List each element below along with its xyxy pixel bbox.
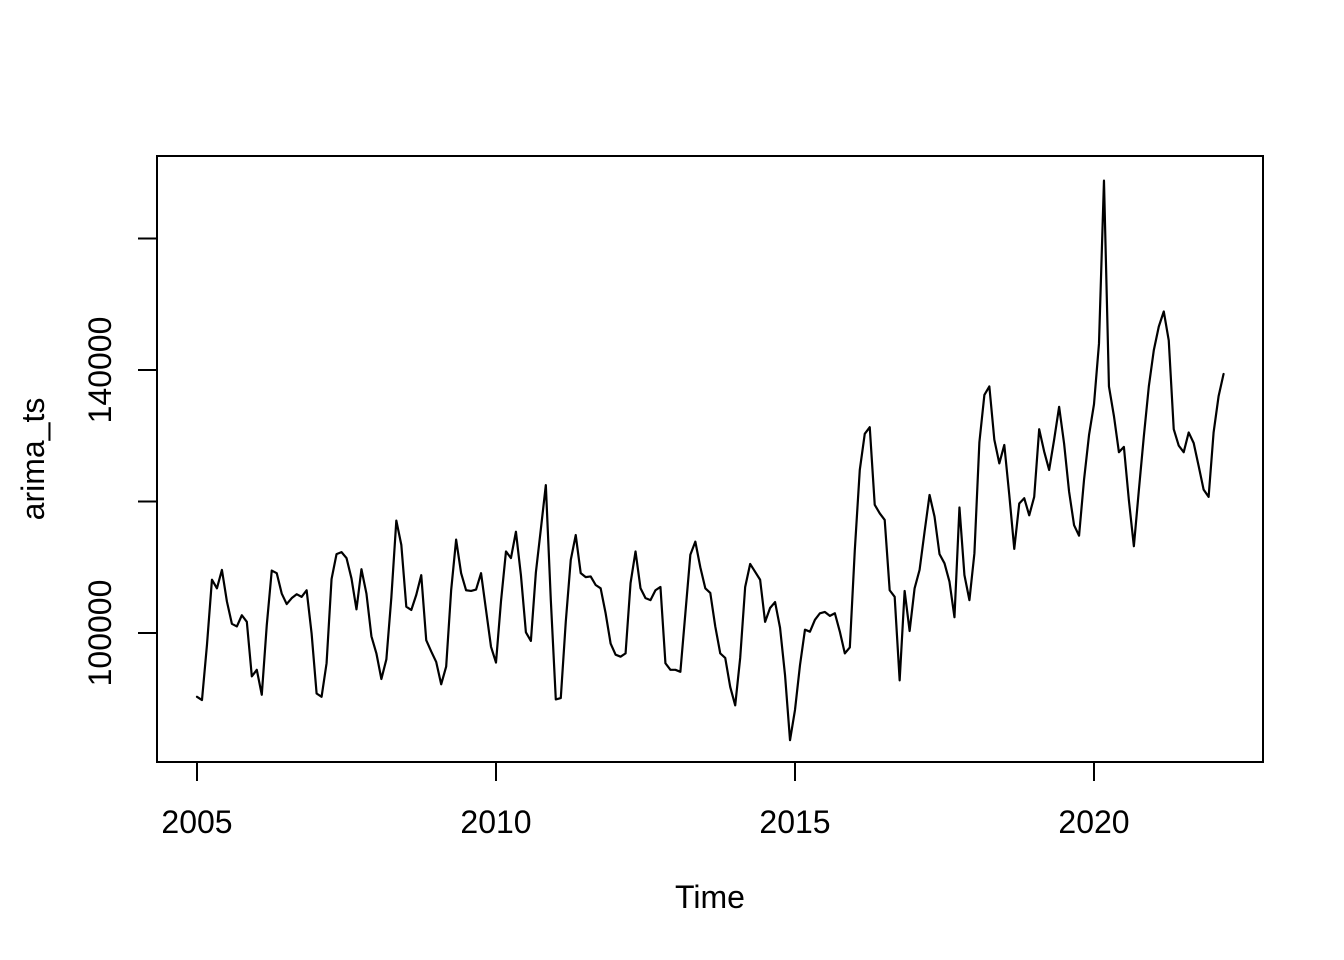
x-axis-tick-label: 2010 [460,804,531,840]
x-axis-title: Time [675,879,745,915]
y-axis-title: arima_ts [15,398,51,521]
series-line [195,179,1225,742]
y-axis-tick-label: 100000 [82,580,118,687]
x-axis-tick-label: 2015 [759,804,830,840]
x-axis: 2005 2010 2015 2020 [161,762,1130,840]
x-axis-tick-label: 2020 [1058,804,1129,840]
plot-box [156,155,1264,763]
x-axis-tick-label: 2005 [161,804,232,840]
y-axis-tick-label: 140000 [82,317,118,424]
y-axis: 100000 140000 [82,237,157,687]
